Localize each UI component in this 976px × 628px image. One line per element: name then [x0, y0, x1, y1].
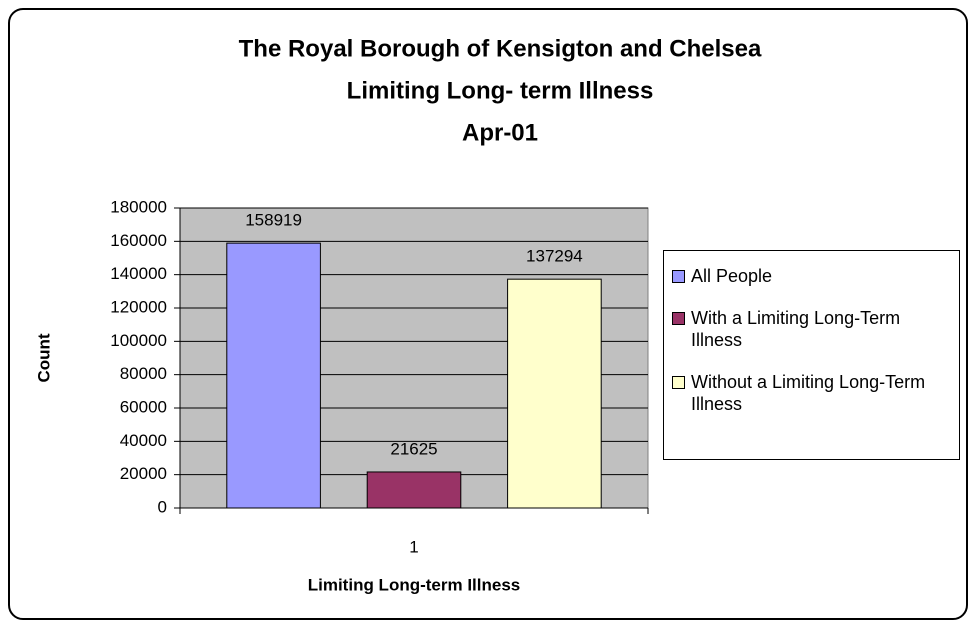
- y-tick-label: 0: [158, 497, 167, 516]
- y-tick-label: 80000: [120, 364, 167, 383]
- legend-swatch: [672, 270, 685, 283]
- x-tick-label: 1: [409, 537, 418, 556]
- legend: All People With a Limiting Long-Term Illn…: [663, 250, 960, 460]
- y-tick-label: 120000: [110, 297, 167, 316]
- legend-swatch: [672, 376, 685, 389]
- bar: [366, 471, 462, 509]
- y-axis-label: Count: [34, 333, 53, 382]
- bar: [226, 242, 321, 509]
- legend-label: Without a Limiting Long-Term Illness: [691, 372, 926, 414]
- legend-item: All People: [672, 265, 955, 287]
- value-label: 137294: [526, 247, 583, 266]
- legend-label: With a Limiting Long-Term Illness: [691, 308, 901, 350]
- y-tick-label: 180000: [110, 197, 167, 216]
- y-tick-label: 40000: [120, 431, 167, 450]
- bar: [507, 278, 602, 509]
- value-label: 158919: [245, 211, 302, 230]
- y-tick-label: 100000: [110, 331, 167, 350]
- legend-item: Without a Limiting Long-Term Illness: [672, 371, 955, 415]
- y-tick-label: 140000: [110, 264, 167, 283]
- chart-subtitle: Apr-01: [462, 119, 538, 146]
- legend-item: With a Limiting Long-Term Illness: [672, 307, 955, 351]
- chart-title: The Royal Borough of Kensigton and Chels…: [239, 35, 762, 62]
- y-tick-label: 20000: [120, 464, 167, 483]
- value-label: 21625: [390, 439, 437, 458]
- y-tick-label: 60000: [120, 397, 167, 416]
- chart-subtitle: Limiting Long- term Illness: [347, 77, 654, 104]
- x-axis-label: Limiting Long-term Illness: [308, 575, 521, 594]
- y-tick-label: 160000: [110, 231, 167, 250]
- legend-swatch: [672, 312, 685, 325]
- legend-label: All People: [691, 266, 773, 286]
